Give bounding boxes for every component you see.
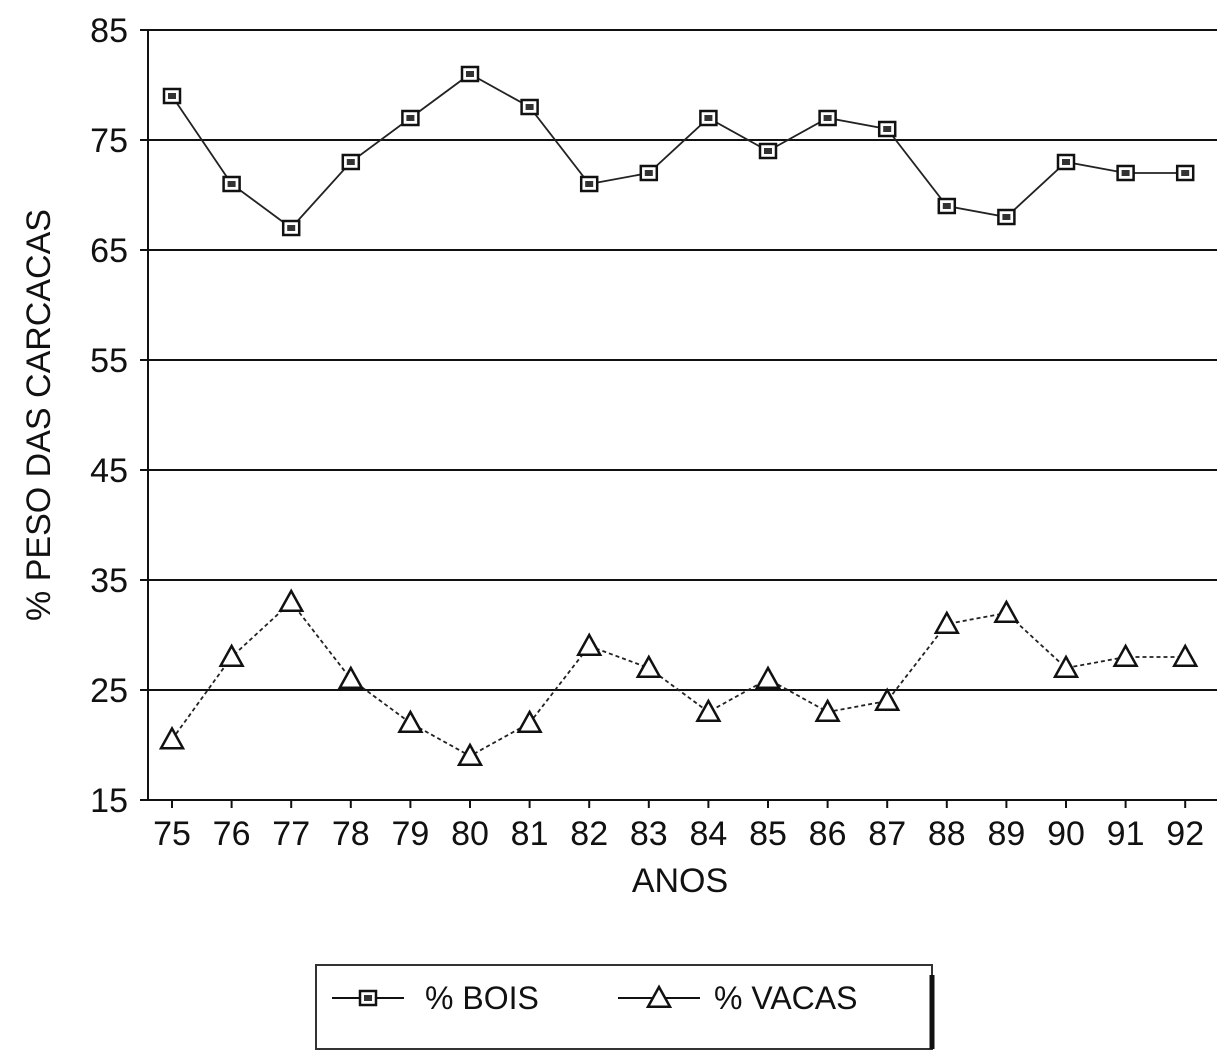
data-point (1175, 164, 1195, 182)
data-point (754, 665, 782, 690)
legend-marker (645, 984, 673, 1009)
x-tick-label: 90 (1047, 815, 1085, 853)
data-point (158, 725, 186, 750)
data-point (1172, 643, 1199, 668)
data-point (222, 175, 241, 193)
data-point (281, 219, 301, 237)
y-tick-label: 65 (90, 232, 128, 270)
data-point (516, 709, 543, 734)
x-tick-label: 91 (1107, 815, 1145, 853)
data-point (278, 588, 305, 613)
data-point (695, 698, 722, 723)
legend-marker (358, 989, 378, 1007)
data-point (341, 153, 361, 171)
x-axis-title: ANOS (632, 862, 728, 900)
data-point (1116, 164, 1135, 182)
x-tick-label: 92 (1166, 815, 1204, 853)
data-point (1112, 643, 1139, 668)
x-tick-label: 79 (391, 815, 429, 853)
data-point (456, 742, 484, 767)
legend-item: % BOIS (332, 980, 539, 1016)
data-point (1052, 654, 1080, 679)
data-point (520, 98, 539, 116)
data-point (579, 175, 599, 193)
data-point (997, 208, 1016, 226)
x-tick-label: 80 (451, 815, 489, 853)
y-axis-title: % PESO DAS CARCACAS (20, 209, 58, 621)
data-point (576, 632, 603, 657)
series-line (171, 72, 1186, 230)
x-tick-label: 86 (809, 815, 847, 853)
x-tick-label: 83 (630, 815, 668, 853)
y-tick-label: 55 (90, 342, 128, 380)
axes (147, 30, 1217, 801)
legend-box (315, 964, 933, 1050)
y-tick-label: 15 (90, 782, 128, 820)
x-tick-label: 85 (749, 815, 787, 853)
data-point (814, 698, 841, 723)
data-point (818, 109, 837, 127)
series-2 (158, 588, 1199, 767)
data-point (162, 87, 182, 105)
data-point (460, 65, 480, 83)
legend-items: % BOIS % VACAS (332, 980, 857, 1016)
y-tick-label: 25 (90, 672, 128, 710)
y-tick-label: 45 (90, 452, 128, 490)
x-tick-label: 76 (213, 815, 251, 853)
data-point (401, 109, 420, 127)
data-point (758, 142, 778, 160)
x-tick-label: 82 (570, 815, 608, 853)
data-point (397, 709, 424, 734)
data-point (877, 120, 897, 138)
x-tick-label: 75 (153, 815, 191, 853)
data-point (993, 599, 1020, 624)
legend: % BOIS % VACAS (315, 964, 935, 1050)
legend-label: % BOIS (425, 980, 539, 1016)
x-tick-labels: 75 76 77 78 79 80 81 82 83 84 85 86 87 88 89 90 91 92 (153, 800, 1204, 853)
y-tick-label: 75 (90, 122, 128, 160)
series-line (171, 600, 1186, 758)
series (158, 65, 1199, 767)
gridlines (140, 29, 1217, 801)
y-tick-labels: 15 25 35 45 55 65 75 85 (90, 12, 128, 820)
data-point (337, 665, 364, 690)
series-1 (162, 65, 1195, 237)
y-tick-label: 85 (90, 12, 128, 50)
x-tick-label: 87 (868, 815, 906, 853)
data-point (218, 643, 245, 668)
x-tick-label: 89 (987, 815, 1025, 853)
x-tick-label: 77 (272, 815, 310, 853)
x-tick-label: 84 (689, 815, 727, 853)
legend-label: % VACAS (714, 980, 857, 1016)
x-tick-label: 88 (928, 815, 966, 853)
legend-item: % VACAS (618, 980, 857, 1016)
data-point (937, 197, 957, 215)
x-tick-label: 78 (332, 815, 370, 853)
data-point (874, 687, 901, 712)
data-point (699, 109, 718, 127)
data-point (1056, 153, 1076, 171)
x-tick-label: 81 (511, 815, 549, 853)
y-tick-label: 35 (90, 562, 128, 600)
data-point (635, 654, 662, 679)
data-point (639, 164, 659, 182)
data-point (933, 610, 960, 635)
